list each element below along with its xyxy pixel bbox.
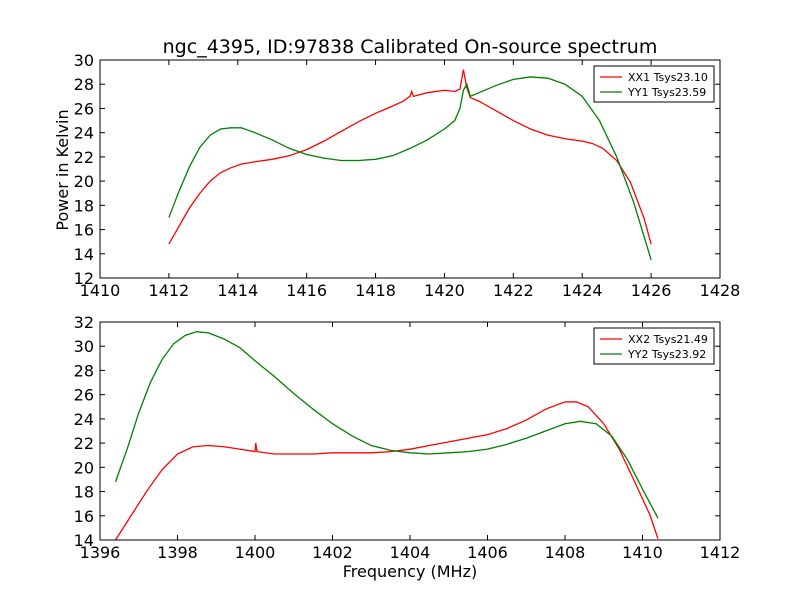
series-line-xx2 bbox=[114, 401, 659, 541]
x-tick-label: 1410 bbox=[80, 281, 121, 300]
x-tick-label: 1398 bbox=[157, 543, 198, 562]
series-line-xx1 bbox=[168, 69, 652, 245]
top-spectrum-panel: 1410 1412 1414 1416 1418 1420 1422 1424 1426 1428… bbox=[74, 51, 741, 300]
series-line-yy1 bbox=[168, 76, 652, 261]
y-tick-label: 12 bbox=[74, 269, 94, 288]
x-tick-label: 1414 bbox=[217, 281, 258, 300]
y-tick-label: 26 bbox=[74, 386, 94, 405]
x-tick-label: 1426 bbox=[631, 281, 672, 300]
legend-entry: XX2 Tsys21.49 bbox=[628, 333, 708, 346]
y-tick-label: 14 bbox=[74, 531, 94, 550]
x-tick-label: 1402 bbox=[312, 543, 353, 562]
y-axis-label: Power in Kelvin bbox=[53, 109, 72, 230]
bottom-spectrum-panel: 1396 1398 1400 1402 1404 1406 1408 1410 1412 14 16… bbox=[74, 313, 741, 562]
x-tick-label: 1422 bbox=[493, 281, 534, 300]
x-tick-label: 1396 bbox=[80, 543, 121, 562]
legend: XX1 Tsys23.10 YY1 Tsys23.59 bbox=[593, 65, 715, 103]
y-tick-label: 16 bbox=[74, 507, 94, 526]
y-tick-label: 20 bbox=[74, 458, 94, 477]
y-tick-label: 16 bbox=[74, 221, 94, 240]
x-tick-label: 1418 bbox=[355, 281, 396, 300]
legend-entry: YY2 Tsys23.92 bbox=[627, 348, 706, 361]
y-tick-label: 24 bbox=[74, 410, 94, 429]
legend-entry: YY1 Tsys23.59 bbox=[627, 86, 706, 99]
x-tick-label: 1408 bbox=[545, 543, 586, 562]
x-tick-label: 1412 bbox=[700, 543, 741, 562]
y-tick-label: 20 bbox=[74, 172, 94, 191]
y-tick-label: 24 bbox=[74, 124, 94, 143]
y-tick-label: 22 bbox=[74, 434, 94, 453]
x-tick-label: 1406 bbox=[467, 543, 508, 562]
legend-box bbox=[593, 327, 715, 365]
legend-entry: XX1 Tsys23.10 bbox=[628, 71, 708, 84]
x-tick-label: 1412 bbox=[149, 281, 190, 300]
legend-box bbox=[593, 65, 715, 103]
y-tick-label: 30 bbox=[74, 337, 94, 356]
x-tick-label: 1420 bbox=[424, 281, 465, 300]
x-tick-label: 1424 bbox=[562, 281, 603, 300]
y-tick-label: 18 bbox=[74, 196, 94, 215]
axes-frame bbox=[99, 59, 721, 279]
figure-title: ngc_4395, ID:97838 Calibrated On-source … bbox=[163, 36, 658, 58]
y-tick-label: 28 bbox=[74, 361, 94, 380]
y-tick-label: 14 bbox=[74, 245, 94, 264]
y-tick-label: 26 bbox=[74, 99, 94, 118]
y-tick-label: 18 bbox=[74, 483, 94, 502]
y-tick-label: 32 bbox=[74, 313, 94, 332]
y-tick-label: 28 bbox=[74, 75, 94, 94]
x-tick-label: 1404 bbox=[390, 543, 431, 562]
x-tick-label: 1428 bbox=[700, 281, 741, 300]
y-tick-label: 30 bbox=[74, 51, 94, 70]
y-tick-label: 22 bbox=[74, 148, 94, 167]
x-axis-label: Frequency (MHz) bbox=[343, 562, 477, 581]
series-line-yy2 bbox=[114, 331, 659, 519]
x-tick-label: 1416 bbox=[286, 281, 327, 300]
x-tick-label: 1400 bbox=[235, 543, 276, 562]
x-tick-label: 1410 bbox=[622, 543, 663, 562]
legend: XX2 Tsys21.49 YY2 Tsys23.92 bbox=[593, 327, 715, 365]
